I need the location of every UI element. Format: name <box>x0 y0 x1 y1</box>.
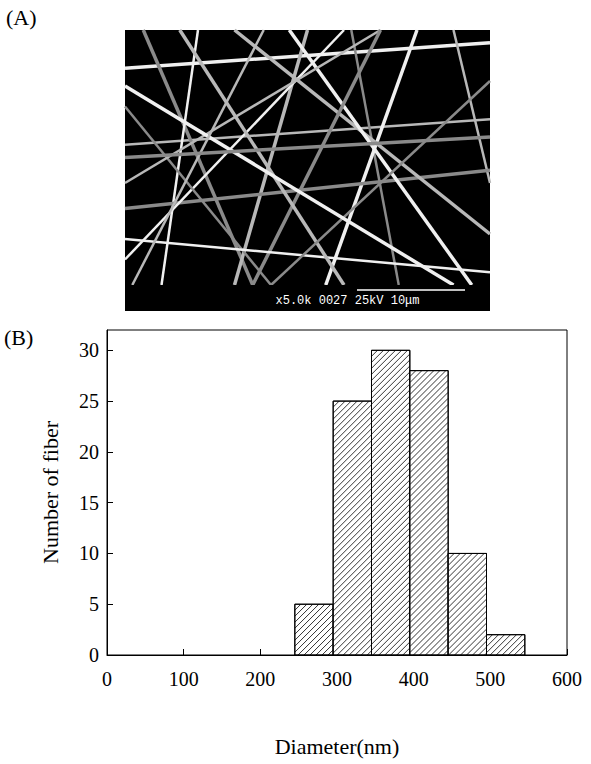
svg-text:0: 0 <box>89 644 99 666</box>
svg-text:200: 200 <box>245 668 275 690</box>
svg-text:5: 5 <box>89 593 99 615</box>
svg-text:100: 100 <box>169 668 199 690</box>
svg-text:15: 15 <box>79 492 99 514</box>
svg-text:(A): (A) <box>6 5 37 30</box>
svg-text:Number of fiber: Number of fiber <box>38 420 63 564</box>
svg-text:20: 20 <box>79 441 99 463</box>
svg-text:25: 25 <box>79 390 99 412</box>
svg-text:Diameter(nm): Diameter(nm) <box>275 734 400 759</box>
svg-text:(B): (B) <box>4 325 33 350</box>
svg-text:400: 400 <box>399 668 429 690</box>
svg-text:500: 500 <box>475 668 505 690</box>
svg-text:30: 30 <box>79 339 99 361</box>
svg-text:600: 600 <box>552 668 582 690</box>
svg-text:300: 300 <box>322 668 352 690</box>
svg-text:10: 10 <box>79 542 99 564</box>
svg-text:0: 0 <box>102 668 112 690</box>
svg-text:x5.0k 0027 25kV 10μm: x5.0k 0027 25kV 10μm <box>275 294 419 308</box>
